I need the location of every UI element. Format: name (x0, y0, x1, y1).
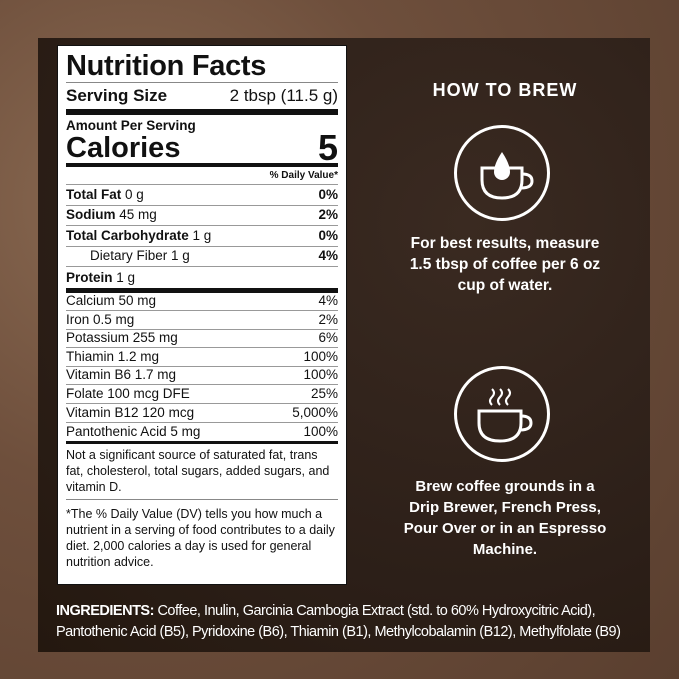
micronutrient-dv: 100% (303, 348, 338, 364)
micronutrient-name: Thiamin 1.2 mg (66, 348, 160, 364)
daily-value-header: % Daily Value* (66, 167, 338, 185)
nutrient-name: Total Carbohydrate 1 g (66, 227, 212, 243)
micronutrient-dv: 25% (310, 386, 338, 402)
micronutrient-name: Pantothenic Acid 5 mg (66, 424, 201, 440)
dv-footnote: *The % Daily Value (DV) tells you how mu… (66, 507, 335, 570)
amount-per-serving: Amount Per Serving (66, 118, 196, 133)
label-title: Nutrition Facts (66, 50, 267, 82)
divider (66, 109, 338, 115)
ingredients-text: Coffee, Inulin, Garcinia Cambogia Extrac… (56, 603, 621, 640)
micronutrient-row: Vitamin B6 1.7 mg 100% (66, 367, 338, 386)
calories-value: 5 (317, 127, 338, 168)
nutrient-row: Total Carbohydrate 1 g 0% (66, 226, 338, 247)
step2-text: Brew coffee grounds in a Drip Brewer, Fr… (403, 478, 607, 558)
divider (66, 163, 338, 167)
micronutrient-dv: 6% (318, 330, 338, 346)
micronutrient-name: Calcium 50 mg (66, 293, 157, 309)
nutrient-dv: 4% (318, 248, 338, 263)
not-significant-note: Not a significant source of saturated fa… (66, 448, 330, 495)
nutrition-facts-label: Nutrition Facts Serving Size 2 tbsp (11.… (57, 45, 347, 585)
how-to-brew-heading: HOW TO BREW (432, 80, 578, 100)
nutrient-name: Sodium 45 mg (66, 207, 157, 222)
micronutrient-row: Folate 100 mcg DFE 25% (66, 385, 338, 405)
micronutrient-row: Pantothenic Acid 5 mg 100% (66, 423, 338, 442)
micronutrient-row: Iron 0.5 mg 2% (66, 311, 338, 330)
micronutrient-row: Calcium 50 mg 4% (66, 293, 338, 312)
divider (66, 287, 338, 293)
micronutrient-name: Folate 100 mcg DFE (66, 386, 190, 402)
micronutrient-dv: 100% (303, 367, 338, 383)
serving-size-label: Serving Size (66, 86, 168, 105)
calories-label: Calories (66, 132, 181, 164)
nutrient-row: Dietary Fiber 1 g 4% (66, 247, 338, 267)
nutrient-dv: 2% (318, 207, 338, 222)
micronutrient-dv: 4% (318, 293, 338, 309)
divider (66, 441, 338, 445)
nutrient-name: Dietary Fiber 1 g (90, 248, 190, 263)
micronutrient-name: Vitamin B12 120 mcg (66, 404, 195, 420)
micronutrient-dv: 5,000% (292, 404, 338, 420)
nutrient-name: Protein 1 g (66, 269, 136, 285)
divider (66, 82, 338, 83)
micronutrient-name: Vitamin B6 1.7 mg (66, 367, 177, 383)
serving-size: Serving Size 2 tbsp (11.5 g) (66, 83, 338, 109)
calories-row: Calories 5 (66, 127, 338, 168)
drop-into-cup-icon (454, 125, 550, 221)
nutrient-dv: 0% (318, 227, 338, 243)
step1-text: For best results, measure 1.5 tbsp of co… (409, 235, 601, 294)
micronutrient-dv: 100% (303, 424, 338, 440)
micronutrient-name: Potassium 255 mg (66, 330, 178, 346)
serving-size-value: 2 tbsp (11.5 g) (229, 86, 338, 105)
micronutrient-row: Potassium 255 mg 6% (66, 330, 338, 349)
micronutrient-row: Thiamin 1.2 mg 100% (66, 348, 338, 367)
nutrient-name: Total Fat 0 g (66, 186, 144, 202)
nutrient-row: Sodium 45 mg 2% (66, 206, 338, 226)
micronutrient-row: Vitamin B12 120 mcg 5,000% (66, 404, 338, 423)
nutrient-row: Protein 1 g (66, 267, 338, 288)
micronutrient-name: Iron 0.5 mg (66, 311, 135, 327)
ingredients: INGREDIENTS: Coffee, Inulin, Garcinia Ca… (56, 601, 646, 643)
steaming-cup-icon (454, 366, 550, 462)
micronutrient-dv: 2% (318, 311, 338, 327)
nutrient-dv: 0% (318, 186, 338, 202)
divider (66, 499, 338, 501)
ingredients-label: INGREDIENTS: (56, 603, 154, 619)
nutrient-row: Total Fat 0 g 0% (66, 185, 338, 206)
